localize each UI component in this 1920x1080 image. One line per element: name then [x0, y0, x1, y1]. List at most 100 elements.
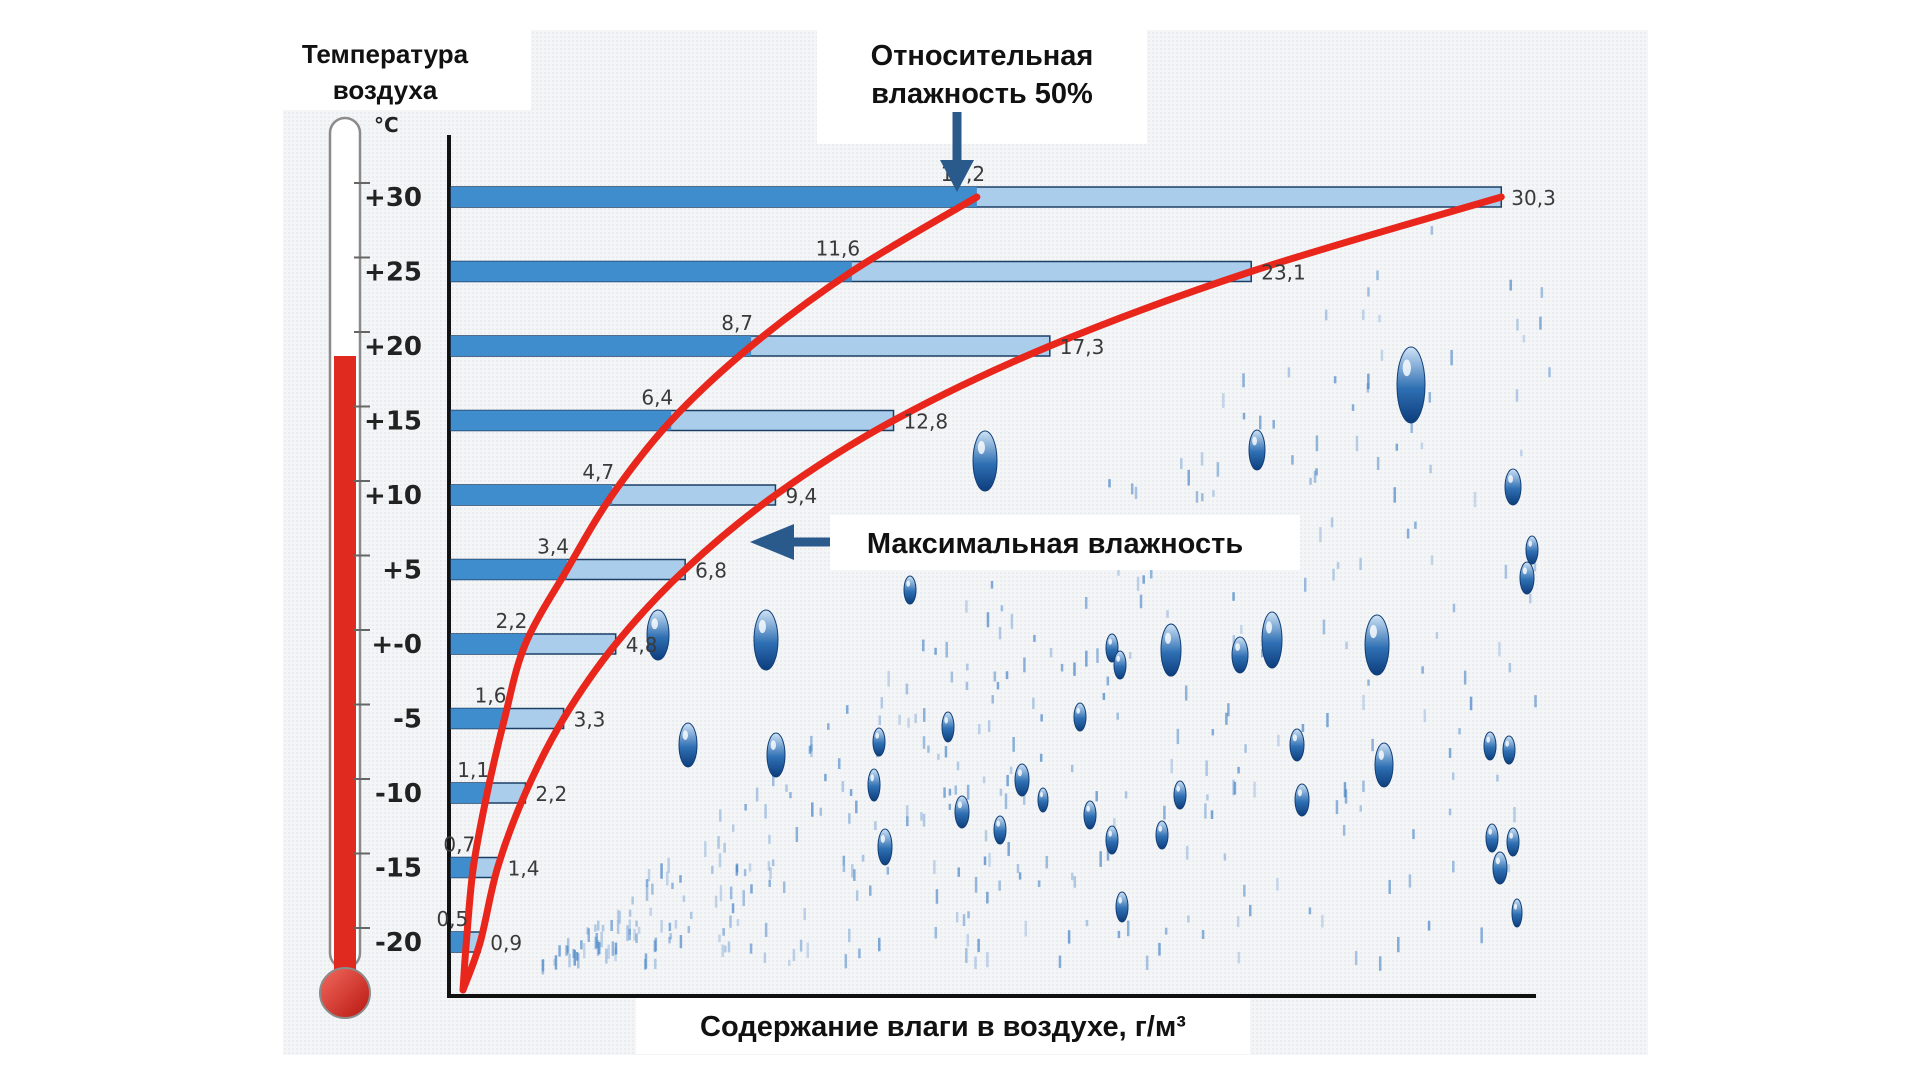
drop-streak: [965, 681, 969, 691]
drop-streak: [635, 920, 638, 927]
drop-streak: [1170, 758, 1173, 774]
drop-streak: [1429, 464, 1432, 474]
drop-streak: [711, 865, 714, 874]
drop-streak: [1336, 562, 1340, 569]
drop-streak: [1195, 491, 1199, 503]
drop-streak: [945, 641, 948, 658]
water-drop-37: [1502, 735, 1516, 765]
drop-streak: [922, 736, 926, 749]
drop-streak: [541, 959, 545, 972]
drop-streak: [1242, 412, 1246, 420]
drop-streak: [743, 869, 747, 877]
drop-streak: [722, 928, 725, 936]
drop-streak: [660, 863, 663, 879]
drop-streak: [755, 787, 759, 802]
drop-streak: [1345, 641, 1348, 650]
drop-streak: [1351, 404, 1355, 411]
drop-streak: [845, 705, 849, 714]
drop-streak: [1354, 950, 1358, 966]
drop-streak: [689, 911, 693, 919]
y-tick-4: +10: [364, 481, 422, 511]
drop-streak: [714, 895, 718, 908]
drop-streak: [1039, 753, 1043, 762]
drop-streak: [905, 683, 909, 695]
drop-streak: [1414, 521, 1417, 529]
drop-streak: [914, 713, 917, 724]
drop-streak: [1529, 593, 1532, 604]
drop-streak: [771, 859, 775, 867]
drop-streak: [1187, 469, 1190, 486]
bar-half-5: [451, 559, 568, 580]
value-half-6: 2,2: [495, 609, 527, 633]
drop-streak: [1000, 605, 1004, 612]
drop-streak: [853, 869, 856, 881]
drop-streak: [1060, 663, 1064, 672]
water-drop-highlight: [1017, 769, 1023, 777]
drop-streak: [1223, 853, 1227, 861]
drop-streak: [1376, 270, 1379, 281]
drop-streak: [605, 948, 608, 964]
water-drop-highlight: [1076, 707, 1080, 714]
drop-streak: [565, 945, 568, 956]
water-drop-highlight: [1508, 474, 1513, 483]
drop-streak: [1067, 930, 1071, 944]
drop-streak: [1211, 729, 1215, 736]
drop-streak: [1430, 226, 1434, 235]
water-drop-highlight: [1266, 621, 1272, 634]
drop-streak: [1225, 712, 1228, 725]
drop-streak: [597, 920, 600, 931]
water-drop-38: [1083, 800, 1097, 830]
drop-streak: [1227, 703, 1230, 717]
annotation-relative-line2: влажность 50%: [871, 78, 1093, 110]
water-drop-20: [1289, 728, 1305, 762]
thermometer-bulb: [319, 967, 371, 1019]
value-half-8: 1,1: [457, 758, 489, 782]
drop-streak: [1009, 766, 1013, 774]
drop-streak: [1393, 487, 1396, 503]
water-drop-33: [1492, 851, 1508, 885]
drop-streak: [687, 926, 691, 934]
drop-streak: [978, 724, 981, 735]
drop-streak: [616, 919, 620, 934]
water-drop-highlight: [1369, 624, 1377, 639]
drop-streak: [849, 789, 853, 796]
drop-streak: [1430, 555, 1434, 565]
drop-streak: [1210, 810, 1214, 819]
x-axis-title: Содержание влаги в воздухе, г/м³: [636, 998, 1250, 1054]
drop-streak: [993, 671, 997, 682]
drop-streak: [1022, 791, 1026, 805]
water-drop-highlight: [758, 619, 767, 634]
drop-streak: [906, 816, 909, 827]
drop-streak: [878, 715, 881, 726]
drop-streak: [1166, 610, 1169, 618]
water-drop-highlight: [944, 716, 948, 724]
drop-streak: [583, 943, 586, 959]
value-half-10: 0,5: [436, 907, 468, 931]
drop-streak: [1117, 930, 1121, 939]
drop-streak: [749, 943, 753, 954]
value-max-5: 6,8: [695, 559, 727, 583]
drop-streak: [1206, 794, 1209, 801]
drop-streak: [1480, 927, 1483, 944]
water-drop-2: [1248, 429, 1266, 471]
water-drop-29: [993, 815, 1007, 845]
bar-half-3: [451, 410, 672, 431]
drop-streak: [1010, 613, 1014, 629]
water-drop-highlight: [1505, 740, 1509, 747]
value-max-9: 1,4: [508, 857, 540, 881]
drop-streak: [962, 914, 966, 927]
drop-streak: [1205, 760, 1208, 777]
value-max-4: 9,4: [785, 484, 817, 508]
drop-streak: [886, 866, 890, 875]
water-drop-13: [1231, 636, 1249, 674]
drop-streak: [920, 812, 923, 821]
drop-streak: [1237, 951, 1241, 964]
drop-streak: [948, 788, 952, 796]
drop-streak: [998, 880, 1001, 891]
drop-streak: [948, 803, 952, 810]
drop-streak: [878, 937, 881, 952]
drop-streak: [719, 809, 722, 822]
drop-streak: [1406, 528, 1410, 539]
drop-streak: [1201, 929, 1205, 940]
drop-streak: [1073, 876, 1077, 888]
